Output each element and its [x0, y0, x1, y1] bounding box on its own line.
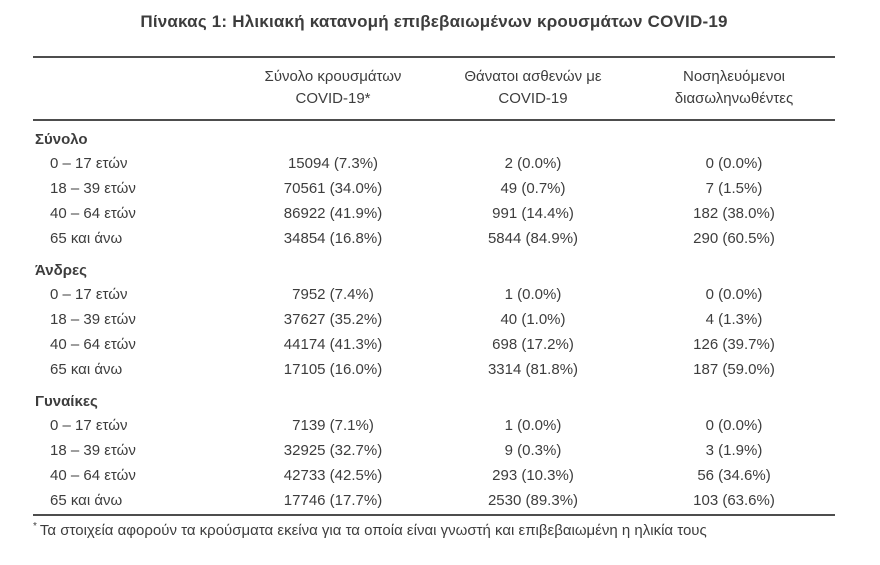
- row-label: 65 και άνω: [50, 492, 123, 509]
- cases-cell: 70561 (34.0%): [283, 180, 383, 197]
- section-header-total: Σύνολο: [35, 131, 88, 148]
- cases-cell: 44174 (41.3%): [283, 336, 383, 353]
- column-header-deaths-line1: Θάνατοι ασθενών με: [464, 68, 602, 85]
- intubated-cell: 0 (0.0%): [705, 417, 763, 434]
- column-header-intubated-line2: διασωληνωθέντες: [674, 90, 794, 107]
- cases-cell: 15094 (7.3%): [287, 155, 379, 172]
- table-row: 0 – 17 ετών 7952 (7.4%) 1 (0.0%) 0 (0.0%…: [33, 283, 835, 308]
- section-row-men: Άνδρες: [33, 252, 835, 283]
- column-header-intubated: Νοσηλευόμενοι διασωληνωθέντες: [633, 57, 835, 121]
- table-row: 65 και άνω 17746 (17.7%) 2530 (89.3%) 10…: [33, 489, 835, 515]
- row-label: 18 – 39 ετών: [50, 311, 136, 328]
- row-label: 18 – 39 ετών: [50, 180, 136, 197]
- table-row: 18 – 39 ετών 37627 (35.2%) 40 (1.0%) 4 (…: [33, 308, 835, 333]
- section-row-women: Γυναίκες: [33, 383, 835, 414]
- cases-cell: 42733 (42.5%): [283, 467, 383, 484]
- column-header-cases-line2: COVID-19*: [295, 90, 371, 107]
- table-row: 40 – 64 ετών 42733 (42.5%) 293 (10.3%) 5…: [33, 464, 835, 489]
- cases-cell: 86922 (41.9%): [283, 205, 383, 222]
- data-table: Σύνολο κρουσμάτων COVID-19* Θάνατοι ασθε…: [33, 56, 835, 516]
- intubated-cell: 290 (60.5%): [693, 230, 775, 247]
- row-label: 18 – 39 ετών: [50, 442, 136, 459]
- deaths-cell: 2530 (89.3%): [487, 492, 579, 509]
- table-row: 65 και άνω 17105 (16.0%) 3314 (81.8%) 18…: [33, 358, 835, 383]
- table-row: 18 – 39 ετών 70561 (34.0%) 49 (0.7%) 7 (…: [33, 177, 835, 202]
- deaths-cell: 698 (17.2%): [492, 336, 574, 353]
- table-row: 40 – 64 ετών 86922 (41.9%) 991 (14.4%) 1…: [33, 202, 835, 227]
- intubated-cell: 0 (0.0%): [705, 286, 763, 303]
- page-title: Πίνακας 1: Ηλικιακή κατανομή επιβεβαιωμέ…: [140, 12, 728, 31]
- row-label: 65 και άνω: [50, 361, 123, 378]
- row-label: 0 – 17 ετών: [50, 286, 128, 303]
- intubated-cell: 56 (34.6%): [697, 467, 771, 484]
- table-row: 40 – 64 ετών 44174 (41.3%) 698 (17.2%) 1…: [33, 333, 835, 358]
- deaths-cell: 40 (1.0%): [500, 311, 566, 328]
- cases-cell: 32925 (32.7%): [283, 442, 383, 459]
- deaths-cell: 49 (0.7%): [500, 180, 566, 197]
- footnote: * Τα στοιχεία αφορούν τα κρούσματα εκείνα…: [33, 521, 835, 541]
- row-label: 40 – 64 ετών: [50, 336, 136, 353]
- header-row: Σύνολο κρουσμάτων COVID-19* Θάνατοι ασθε…: [33, 57, 835, 121]
- header-empty-cell: [33, 57, 233, 121]
- intubated-cell: 103 (63.6%): [693, 492, 775, 509]
- cases-cell: 17105 (16.0%): [283, 361, 383, 378]
- footnote-text: Τα στοιχεία αφορούν τα κρούσματα εκείνα …: [39, 522, 707, 539]
- section-header-women: Γυναίκες: [35, 393, 98, 410]
- intubated-cell: 182 (38.0%): [693, 205, 775, 222]
- column-header-cases-line1: Σύνολο κρουσμάτων: [264, 68, 402, 85]
- section-header-men: Άνδρες: [35, 262, 87, 279]
- row-label: 0 – 17 ετών: [50, 155, 128, 172]
- deaths-cell: 2 (0.0%): [504, 155, 562, 172]
- deaths-cell: 1 (0.0%): [504, 417, 562, 434]
- row-label: 0 – 17 ετών: [50, 417, 128, 434]
- deaths-cell: 991 (14.4%): [492, 205, 574, 222]
- cases-cell: 7952 (7.4%): [292, 286, 374, 303]
- intubated-cell: 126 (39.7%): [693, 336, 775, 353]
- intubated-cell: 4 (1.3%): [705, 311, 763, 328]
- table-row: 65 και άνω 34854 (16.8%) 5844 (84.9%) 29…: [33, 227, 835, 252]
- cases-cell: 7139 (7.1%): [292, 417, 374, 434]
- cases-cell: 17746 (17.7%): [283, 492, 383, 509]
- row-label: 40 – 64 ετών: [50, 205, 136, 222]
- column-header-cases: Σύνολο κρουσμάτων COVID-19*: [233, 57, 433, 121]
- deaths-cell: 9 (0.3%): [504, 442, 562, 459]
- deaths-cell: 293 (10.3%): [492, 467, 574, 484]
- intubated-cell: 3 (1.9%): [705, 442, 763, 459]
- table-row: 18 – 39 ετών 32925 (32.7%) 9 (0.3%) 3 (1…: [33, 439, 835, 464]
- footnote-marker: *: [33, 521, 37, 532]
- row-label: 65 και άνω: [50, 230, 123, 247]
- column-header-deaths: Θάνατοι ασθενών με COVID-19: [433, 57, 633, 121]
- deaths-cell: 5844 (84.9%): [487, 230, 579, 247]
- row-label: 40 – 64 ετών: [50, 467, 136, 484]
- column-header-deaths-line2: COVID-19: [498, 90, 568, 107]
- intubated-cell: 0 (0.0%): [705, 155, 763, 172]
- table-row: 0 – 17 ετών 15094 (7.3%) 2 (0.0%) 0 (0.0…: [33, 152, 835, 177]
- intubated-cell: 187 (59.0%): [693, 361, 775, 378]
- cases-cell: 34854 (16.8%): [283, 230, 383, 247]
- section-row-total: Σύνολο: [33, 120, 835, 152]
- table-container: Σύνολο κρουσμάτων COVID-19* Θάνατοι ασθε…: [33, 56, 835, 516]
- deaths-cell: 1 (0.0%): [504, 286, 562, 303]
- column-header-intubated-line1: Νοσηλευόμενοι: [682, 68, 785, 85]
- table-row: 0 – 17 ετών 7139 (7.1%) 1 (0.0%) 0 (0.0%…: [33, 414, 835, 439]
- intubated-cell: 7 (1.5%): [705, 180, 763, 197]
- cases-cell: 37627 (35.2%): [283, 311, 383, 328]
- deaths-cell: 3314 (81.8%): [487, 361, 579, 378]
